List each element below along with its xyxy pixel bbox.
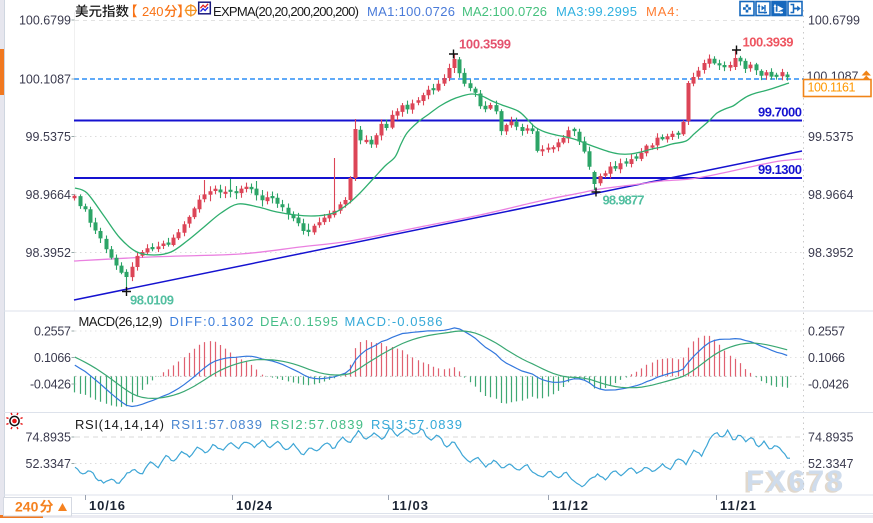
- svg-text:MA2:100.0726: MA2:100.0726: [462, 4, 547, 19]
- svg-text:99.7000: 99.7000: [758, 105, 802, 120]
- svg-text:DEA:0.1595: DEA:0.1595: [260, 314, 338, 329]
- svg-text:98.3952: 98.3952: [26, 246, 72, 260]
- svg-text:-0.0426: -0.0426: [808, 378, 849, 392]
- svg-text:52.3347: 52.3347: [808, 457, 854, 471]
- svg-text:100.3599: 100.3599: [459, 37, 511, 52]
- svg-text:98.9664: 98.9664: [808, 188, 854, 202]
- svg-text:MACD(26,12,9): MACD(26,12,9): [79, 314, 163, 329]
- svg-text:EXPMA(20,20,200,200,200): EXPMA(20,20,200,200,200): [213, 4, 359, 19]
- svg-text:0.1066: 0.1066: [808, 351, 845, 365]
- svg-text:74.8935: 74.8935: [808, 431, 854, 445]
- svg-text:100.3939: 100.3939: [743, 35, 794, 50]
- svg-text:99.5375: 99.5375: [808, 130, 854, 144]
- svg-text:FX678: FX678: [746, 465, 843, 498]
- svg-text:98.9877: 98.9877: [603, 193, 645, 208]
- svg-text:100.1161: 100.1161: [808, 81, 856, 95]
- svg-text:10/16: 10/16: [89, 498, 125, 513]
- svg-text:0.1066: 0.1066: [34, 351, 71, 365]
- svg-text:11/12: 11/12: [552, 498, 588, 513]
- svg-text:0.2557: 0.2557: [34, 325, 71, 339]
- svg-text:DIFF:0.1302: DIFF:0.1302: [170, 314, 254, 329]
- svg-text:98.9664: 98.9664: [26, 188, 72, 202]
- svg-text:98.0109: 98.0109: [130, 293, 174, 308]
- svg-text:10/24: 10/24: [236, 498, 273, 513]
- svg-text:240: 240: [15, 499, 39, 515]
- svg-text:100.1087: 100.1087: [19, 73, 71, 87]
- svg-text:98.3952: 98.3952: [808, 246, 854, 260]
- svg-text:RSI1:57.0839: RSI1:57.0839: [171, 417, 262, 432]
- svg-text:RSI(14,14,14): RSI(14,14,14): [75, 417, 164, 432]
- svg-text:FX678: FX678: [744, 467, 841, 500]
- svg-text:-0.0426: -0.0426: [30, 378, 71, 392]
- svg-text:MACD:-0.0586: MACD:-0.0586: [345, 314, 443, 329]
- svg-text:RSI2:57.0839: RSI2:57.0839: [270, 417, 363, 432]
- svg-text:MA1:100.0726: MA1:100.0726: [367, 4, 455, 19]
- svg-text:11/21: 11/21: [720, 498, 756, 513]
- svg-text:52.3347: 52.3347: [26, 457, 72, 471]
- svg-text:11/03: 11/03: [392, 498, 428, 513]
- svg-text:240: 240: [142, 4, 164, 19]
- svg-text:100.6799: 100.6799: [808, 14, 860, 28]
- svg-text:MA3:99.2995: MA3:99.2995: [556, 4, 637, 19]
- svg-text:MA4:: MA4:: [646, 4, 679, 19]
- svg-text:99.5375: 99.5375: [26, 130, 72, 144]
- svg-text:RSI3:57.0839: RSI3:57.0839: [371, 417, 462, 432]
- svg-text:74.8935: 74.8935: [26, 431, 72, 445]
- svg-text:100.6799: 100.6799: [19, 14, 71, 28]
- svg-text:0.2557: 0.2557: [808, 325, 845, 339]
- svg-text:99.1300: 99.1300: [758, 162, 802, 177]
